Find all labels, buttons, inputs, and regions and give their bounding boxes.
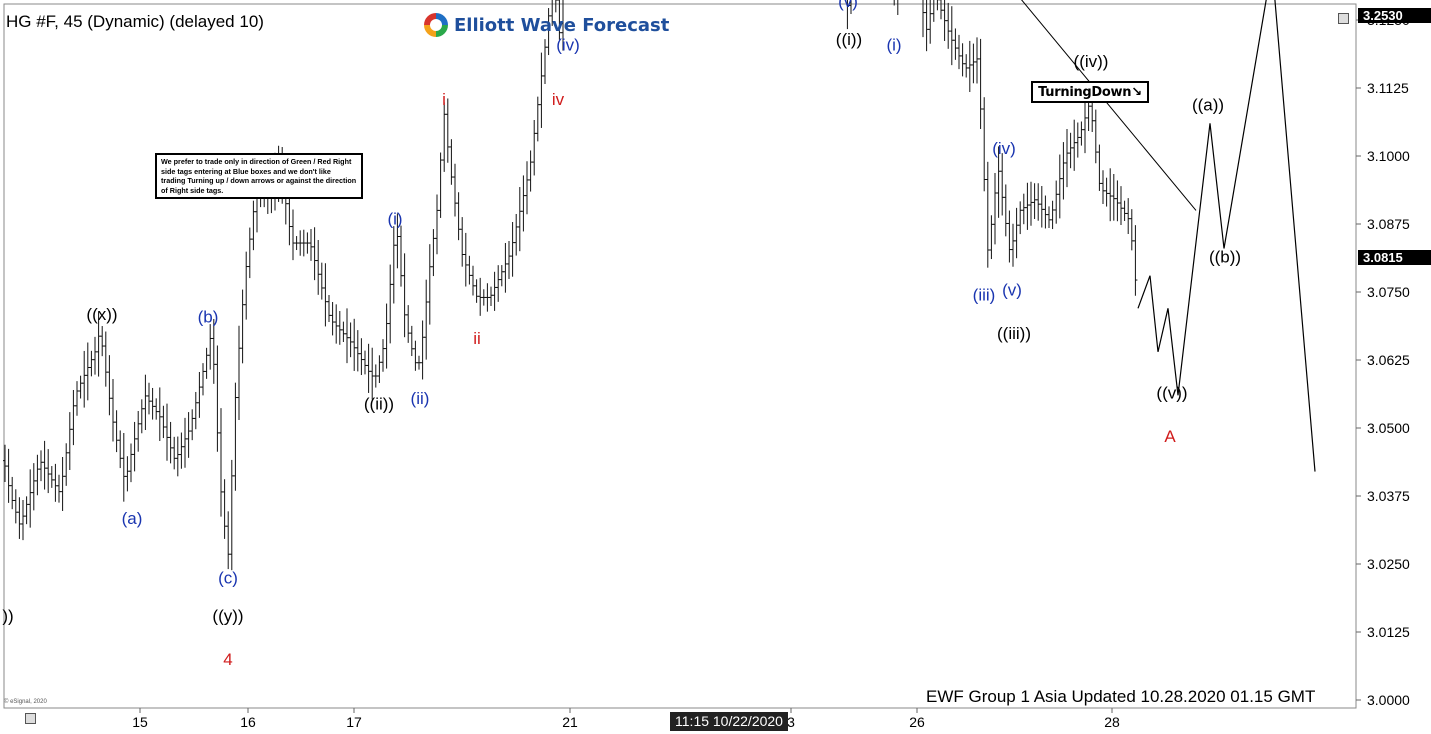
- price-tick-label: 3.1000: [1367, 148, 1410, 164]
- price-axis: 3.23753.22503.21253.20003.18753.17503.16…: [1356, 12, 1410, 708]
- brand-logo: Elliott Wave Forecast: [424, 10, 669, 40]
- trading-note: We prefer to trade only in direction of …: [155, 153, 363, 200]
- turning-down-tag: TurningDown↘: [1031, 81, 1149, 103]
- wave-label: (i): [387, 210, 402, 229]
- time-tick-label: 21: [562, 714, 578, 730]
- wave-label: (v): [838, 0, 858, 11]
- time-tick-label: 26: [909, 714, 925, 730]
- symbol-header: HG #F, 45 (Dynamic) (delayed 10): [6, 12, 264, 31]
- time-tick-label: 16: [240, 714, 256, 730]
- chart-menu-icon[interactable]: [1338, 13, 1349, 24]
- wave-label: (b): [198, 307, 219, 326]
- wave-label: ((y)): [212, 607, 243, 626]
- time-axis: 15 16 17 21 3 26 28: [132, 708, 1120, 730]
- update-footer: EWF Group 1 Asia Updated 10.28.2020 01.1…: [926, 687, 1316, 706]
- time-tick-label: 28: [1104, 714, 1120, 730]
- wave-label: 4: [223, 650, 232, 669]
- wave-label: (iv): [992, 139, 1016, 158]
- wave-label: ((b)): [1209, 248, 1241, 267]
- wave-label: ((a)): [1192, 95, 1224, 114]
- price-bars: [3, 0, 1138, 571]
- wave-label: ((iv)): [1074, 52, 1109, 71]
- price-tick-label: 3.0500: [1367, 420, 1410, 436]
- wave-label: (iv): [556, 35, 580, 54]
- wave-label: (a): [122, 509, 143, 528]
- price-tick-label: 3.1125: [1367, 80, 1409, 96]
- wave-label: ((i)): [836, 30, 862, 49]
- wave-label: (c): [218, 569, 238, 588]
- price-tick-label: 3.0125: [1367, 624, 1410, 640]
- wave-label: (ii): [411, 389, 430, 408]
- wave-label: ((v)): [1156, 384, 1187, 403]
- wave-label: A: [1164, 427, 1176, 446]
- wave-labels: ((x))(a)(b)(c)((y))4((i))((ii))(i)(ii)ii…: [2, 0, 1241, 669]
- overlays: Invalidation Level3.2180: [1021, 0, 1316, 472]
- time-tick-label: 3: [787, 714, 795, 730]
- axis-toggle-icon[interactable]: [25, 713, 36, 724]
- price-tick-label: 3.0875: [1367, 216, 1410, 232]
- wave-label: ii: [473, 329, 481, 348]
- time-tick-label: 15: [132, 714, 148, 730]
- wave-label: ((iii)): [997, 324, 1031, 343]
- wave-label: iv: [552, 90, 565, 109]
- esignal-copyright: © eSignal, 2020: [4, 699, 47, 705]
- top-price-tag: 3.2530: [1358, 8, 1431, 23]
- wave-label: i: [442, 90, 446, 109]
- brand-logo-icon: [424, 13, 448, 37]
- price-tick-label: 3.0625: [1367, 352, 1410, 368]
- price-tick-label: 3.0375: [1367, 488, 1410, 504]
- time-tick-label: 17: [346, 714, 362, 730]
- wave-label: ((ii)): [364, 395, 394, 414]
- wave-label: (iii): [973, 286, 996, 305]
- price-tick-label: 3.0750: [1367, 284, 1410, 300]
- wave-label: ((x)): [86, 305, 117, 324]
- projection-path: [1137, 0, 1316, 472]
- price-tick-label: 3.0250: [1367, 556, 1410, 572]
- wave-label: (i): [886, 35, 901, 54]
- wave-label: (v): [1002, 280, 1022, 299]
- trend-line: [1021, 0, 1197, 211]
- current-price-tag: 3.0815: [1358, 249, 1431, 265]
- wave-label: )): [2, 607, 13, 626]
- crosshair-time-tag: 11:15 10/22/2020: [670, 712, 788, 731]
- price-tick-label: 3.0000: [1367, 692, 1410, 708]
- brand-name: Elliott Wave Forecast: [454, 14, 670, 36]
